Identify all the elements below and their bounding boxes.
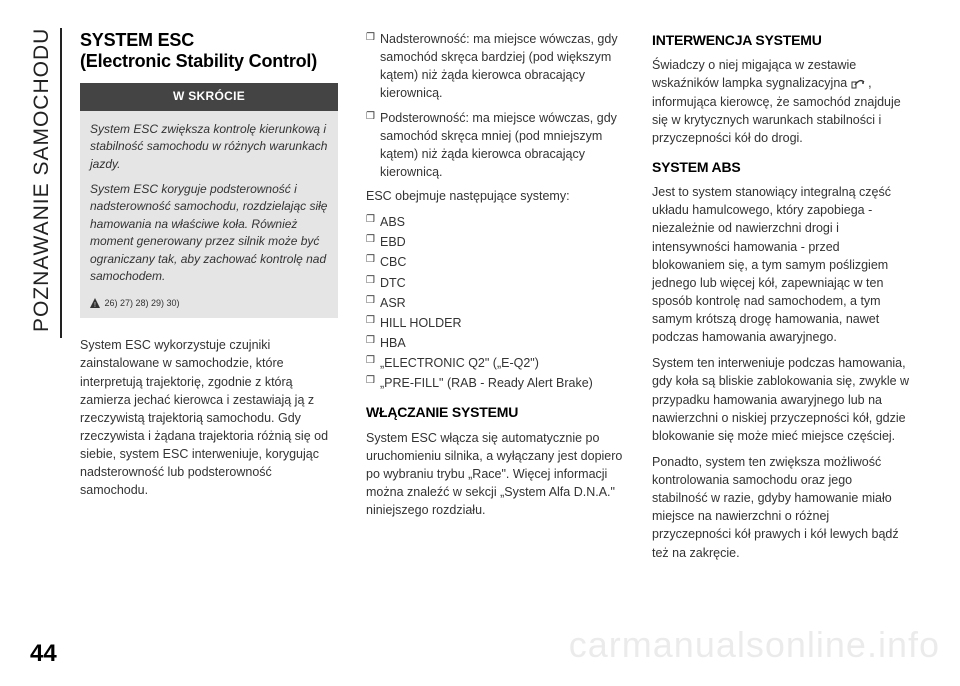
heading-interwencja: INTERWENCJA SYSTEMU [652,30,910,50]
column-3: INTERWENCJA SYSTEMU Świadczy o niej miga… [652,30,910,640]
col1-p1: System ESC wykorzystuje czujniki zainsta… [80,336,338,499]
esc-systems-list: ABS EBD CBC DTC ASR HILL HOLDER HBA „ELECTRONIC… [366,213,624,392]
esc-system-item: HBA [366,334,624,352]
esc-system-item: „PRE-FILL" (RAB - Ready Alert Brake) [366,374,624,392]
section-tab-label: POZNAWANIE SAMOCHODU [30,28,62,338]
page-number: 44 [30,640,57,668]
brief-p2: System ESC koryguje podsterowność i nads… [90,181,328,285]
esc-system-item: ABS [366,213,624,231]
wlaczanie-p: System ESC włącza się automatycznie po u… [366,429,624,520]
esc-system-item: ASR [366,294,624,312]
svg-text:!: ! [94,302,96,308]
brief-header: W SKRÓCIE [80,83,338,110]
esc-system-item: DTC [366,274,624,292]
warning-icon: ! [90,298,100,308]
manual-page: POZNAWANIE SAMOCHODU 44 carmanualsonline… [0,0,960,686]
brief-ref-text: 26) 27) 28) 29) 30) [105,298,180,308]
interwencja-p: Świadczy o niej migająca w zestawie wska… [652,56,910,147]
abs-p1: Jest to system stanowiący integralną czę… [652,183,910,346]
esc-intro-p: ESC obejmuje następujące systemy: [366,187,624,205]
esc-system-item: CBC [366,253,624,271]
esc-system-item: HILL HOLDER [366,314,624,332]
brief-ref: ! 26) 27) 28) 29) 30) [80,297,338,310]
esc-lamp-icon [851,77,865,89]
section-tab: POZNAWANIE SAMOCHODU [30,28,60,338]
heading-abs: SYSTEM ABS [652,157,910,177]
heading-wlaczanie: WŁĄCZANIE SYSTEMU [366,402,624,422]
abs-p3: Ponadto, system ten zwiększa możliwość k… [652,453,910,562]
esc-system-item: „ELECTRONIC Q2" („E-Q2") [366,354,624,372]
column-2: Nadsterowność: ma miejsce wówczas, gdy s… [366,30,624,640]
content-columns: SYSTEM ESC(Electronic Stability Control)… [80,30,910,640]
brief-p1: System ESC zwiększa kontrolę kierunkową … [90,121,328,173]
nadsterownosc-p: Nadsterowność: ma miejsce wówczas, gdy s… [366,30,624,103]
main-heading: SYSTEM ESC(Electronic Stability Control) [80,30,338,71]
esc-system-item: EBD [366,233,624,251]
podsterownosc-p: Podsterowność: ma miejsce wówczas, gdy s… [366,109,624,182]
brief-body: System ESC zwiększa kontrolę kierunkową … [80,111,338,298]
brief-box: W SKRÓCIE System ESC zwiększa kontrolę k… [80,83,338,318]
column-1: SYSTEM ESC(Electronic Stability Control)… [80,30,338,640]
abs-p2: System ten interweniuje podczas hamowani… [652,354,910,445]
